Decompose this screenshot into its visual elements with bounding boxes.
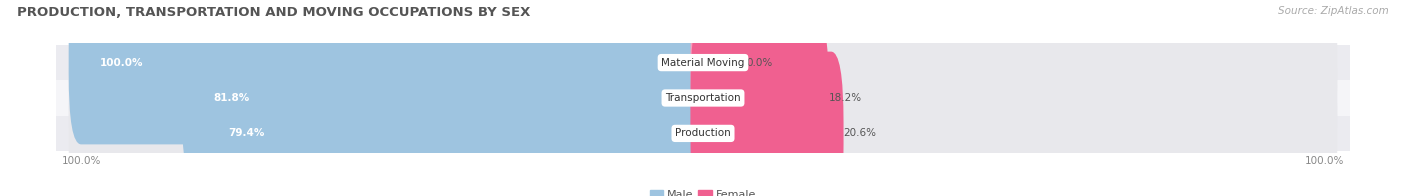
Text: 81.8%: 81.8% (212, 93, 249, 103)
FancyBboxPatch shape (690, 0, 747, 144)
Bar (56, 45, 1350, 80)
Bar (56, 80, 1350, 116)
Text: 0.0%: 0.0% (747, 58, 773, 68)
FancyBboxPatch shape (69, 0, 1337, 144)
Bar (56, 116, 1350, 151)
Text: Production: Production (675, 128, 731, 138)
FancyBboxPatch shape (197, 52, 716, 196)
FancyBboxPatch shape (69, 16, 1337, 180)
FancyBboxPatch shape (690, 52, 844, 196)
Text: 18.2%: 18.2% (828, 93, 862, 103)
Text: PRODUCTION, TRANSPORTATION AND MOVING OCCUPATIONS BY SEX: PRODUCTION, TRANSPORTATION AND MOVING OC… (17, 6, 530, 19)
FancyBboxPatch shape (69, 0, 716, 144)
Text: 79.4%: 79.4% (228, 128, 264, 138)
Text: Material Moving: Material Moving (661, 58, 745, 68)
Text: 20.6%: 20.6% (844, 128, 876, 138)
FancyBboxPatch shape (181, 16, 716, 180)
Legend: Male, Female: Male, Female (645, 185, 761, 196)
Text: Transportation: Transportation (665, 93, 741, 103)
FancyBboxPatch shape (69, 52, 1337, 196)
FancyBboxPatch shape (690, 16, 828, 180)
Text: Source: ZipAtlas.com: Source: ZipAtlas.com (1278, 6, 1389, 16)
Text: 100.0%: 100.0% (100, 58, 143, 68)
